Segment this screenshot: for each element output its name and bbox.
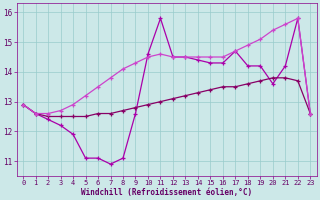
X-axis label: Windchill (Refroidissement éolien,°C): Windchill (Refroidissement éolien,°C)	[81, 188, 252, 197]
